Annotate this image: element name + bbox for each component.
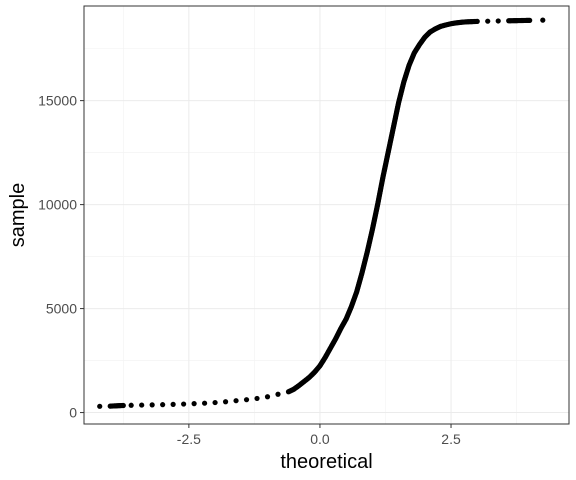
x-tick-label: 2.5 bbox=[441, 431, 461, 447]
x-tick-label: 0.0 bbox=[310, 431, 330, 447]
y-axis-ticks: 0 5000 10000 15000 bbox=[38, 93, 84, 421]
data-point bbox=[201, 400, 208, 406]
data-point bbox=[97, 403, 103, 409]
data-point bbox=[527, 17, 533, 23]
y-tick-label: 10000 bbox=[38, 197, 77, 213]
data-point bbox=[222, 399, 229, 405]
grid-minor bbox=[84, 6, 569, 424]
grid-major bbox=[84, 6, 569, 424]
data-point bbox=[243, 397, 250, 403]
data-point bbox=[233, 398, 239, 404]
data-point bbox=[212, 399, 218, 406]
data-point bbox=[540, 17, 546, 23]
data-point bbox=[181, 401, 187, 407]
data-point bbox=[264, 394, 271, 400]
data-point bbox=[160, 402, 166, 408]
data-point bbox=[495, 18, 501, 24]
data-point bbox=[191, 401, 197, 407]
y-axis-title: sample bbox=[7, 183, 29, 247]
y-tick-label: 15000 bbox=[38, 93, 77, 109]
data-point bbox=[139, 402, 145, 408]
y-tick-label: 5000 bbox=[46, 301, 77, 317]
data-point bbox=[170, 401, 176, 407]
data-point bbox=[149, 402, 155, 408]
data-point bbox=[474, 18, 480, 24]
data-points bbox=[97, 17, 546, 409]
y-tick-label: 0 bbox=[69, 405, 77, 421]
x-axis-title: theoretical bbox=[280, 451, 372, 473]
data-point bbox=[254, 395, 260, 402]
data-point bbox=[128, 402, 134, 408]
panel-background bbox=[84, 6, 569, 424]
data-point bbox=[485, 18, 491, 24]
data-point bbox=[120, 402, 126, 409]
panel-border bbox=[83, 5, 570, 425]
x-axis-ticks: -2.5 0.0 2.5 bbox=[177, 424, 461, 447]
data-point bbox=[275, 391, 281, 397]
x-tick-label: -2.5 bbox=[177, 431, 201, 447]
